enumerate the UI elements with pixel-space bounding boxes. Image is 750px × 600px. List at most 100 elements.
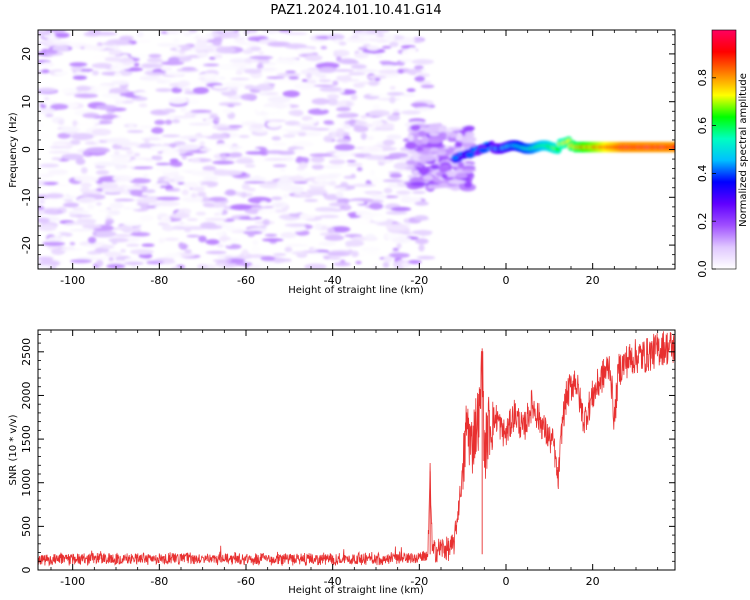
noise-blob — [133, 62, 140, 67]
noise-blob — [48, 150, 71, 154]
noise-blob — [356, 167, 363, 172]
noise-blob — [282, 134, 296, 138]
noise-blob — [216, 243, 224, 248]
noise-blob — [186, 234, 200, 238]
noise-blob — [366, 45, 380, 51]
noise-blob — [353, 82, 365, 89]
noise-blob — [346, 160, 357, 163]
noise-blob — [244, 57, 252, 65]
noise-blob — [246, 177, 267, 181]
noise-blob — [177, 86, 185, 89]
noise-blob — [176, 144, 201, 151]
y-tick-label: 1500 — [20, 425, 33, 453]
noise-blob — [257, 208, 277, 215]
noise-blob — [146, 261, 164, 265]
noise-blob — [283, 156, 295, 162]
noise-blob — [332, 80, 339, 86]
noise-blob — [363, 36, 385, 40]
noise-blob — [80, 187, 90, 193]
noise-blob — [95, 230, 117, 238]
noise-blob — [39, 173, 54, 178]
noise-blob — [212, 39, 222, 46]
snr-y-label: SNR (10 * v/v) — [8, 414, 19, 485]
noise-blob — [352, 183, 376, 187]
x-tick-label: -60 — [237, 575, 255, 588]
noise-blob — [309, 153, 333, 157]
noise-blob — [110, 154, 133, 158]
noise-blob — [202, 202, 215, 207]
noise-blob — [52, 45, 70, 52]
noise-blob — [284, 43, 308, 49]
noise-blob — [305, 79, 317, 84]
noise-blob — [354, 52, 369, 59]
noise-blob — [407, 260, 422, 264]
transition-blob — [455, 140, 463, 149]
noise-blob — [257, 83, 271, 90]
y-tick-label: 2500 — [20, 338, 33, 366]
noise-blob — [337, 58, 357, 64]
noise-blob — [406, 88, 416, 93]
noise-blob — [76, 123, 95, 128]
noise-blob — [212, 160, 235, 165]
x-tick-label: -40 — [324, 274, 342, 287]
transition-blob — [428, 149, 445, 154]
noise-blob — [370, 176, 384, 184]
transition-blob — [455, 172, 468, 179]
noise-blob — [260, 266, 279, 269]
colorbar-ticks: 0.0 0.2 0.4 0.6 0.8 — [696, 69, 716, 278]
noise-blob — [229, 145, 243, 149]
noise-blob — [336, 128, 345, 135]
noise-blob — [180, 222, 193, 228]
noise-blob — [348, 200, 365, 205]
noise-blob — [229, 152, 243, 158]
noise-blob — [238, 216, 263, 220]
noise-blob — [57, 132, 71, 139]
noise-blob — [45, 113, 54, 118]
noise-blob — [346, 100, 352, 108]
noise-blob — [121, 185, 143, 191]
noise-blob — [171, 266, 179, 269]
noise-blob — [76, 197, 97, 204]
noise-blob — [360, 132, 367, 140]
noise-blob — [245, 151, 268, 155]
noise-blob — [55, 183, 70, 187]
noise-blob — [85, 147, 110, 154]
noise-blob — [292, 141, 315, 148]
noise-blob — [353, 125, 369, 133]
noise-blob — [120, 249, 126, 253]
noise-blob — [216, 126, 231, 131]
noise-blob — [47, 169, 69, 176]
noise-blob — [264, 158, 288, 161]
noise-blob — [102, 42, 117, 46]
noise-blob — [216, 232, 226, 237]
noise-blob — [82, 225, 102, 229]
transition-blob — [410, 124, 421, 131]
noise-blob — [128, 178, 152, 184]
noise-blob — [342, 80, 348, 84]
y-tick-label: 2000 — [20, 381, 33, 409]
noise-blob — [157, 78, 172, 85]
noise-blob — [264, 233, 278, 237]
noise-blob — [417, 80, 432, 85]
noise-blob — [274, 86, 290, 90]
noise-blob — [298, 171, 312, 178]
noise-blob — [252, 239, 259, 246]
transition-blob — [444, 170, 457, 178]
noise-blob — [80, 182, 92, 188]
noise-blob — [293, 148, 308, 154]
noise-blob — [165, 119, 172, 125]
noise-blob — [243, 30, 251, 35]
noise-blob — [222, 225, 236, 230]
noise-blob — [200, 222, 217, 229]
noise-blob — [186, 218, 198, 222]
noise-blob — [281, 232, 296, 238]
noise-blob — [195, 40, 208, 48]
noise-blob — [411, 59, 434, 65]
noise-blob — [396, 190, 411, 195]
noise-blob — [354, 69, 378, 73]
noise-blob — [213, 212, 221, 216]
noise-blob — [261, 238, 284, 242]
colorbar: 0.0 0.2 0.4 0.6 0.8 Normalized spectral ampl… — [696, 29, 749, 278]
noise-blob — [137, 39, 152, 43]
noise-blob — [69, 139, 81, 145]
